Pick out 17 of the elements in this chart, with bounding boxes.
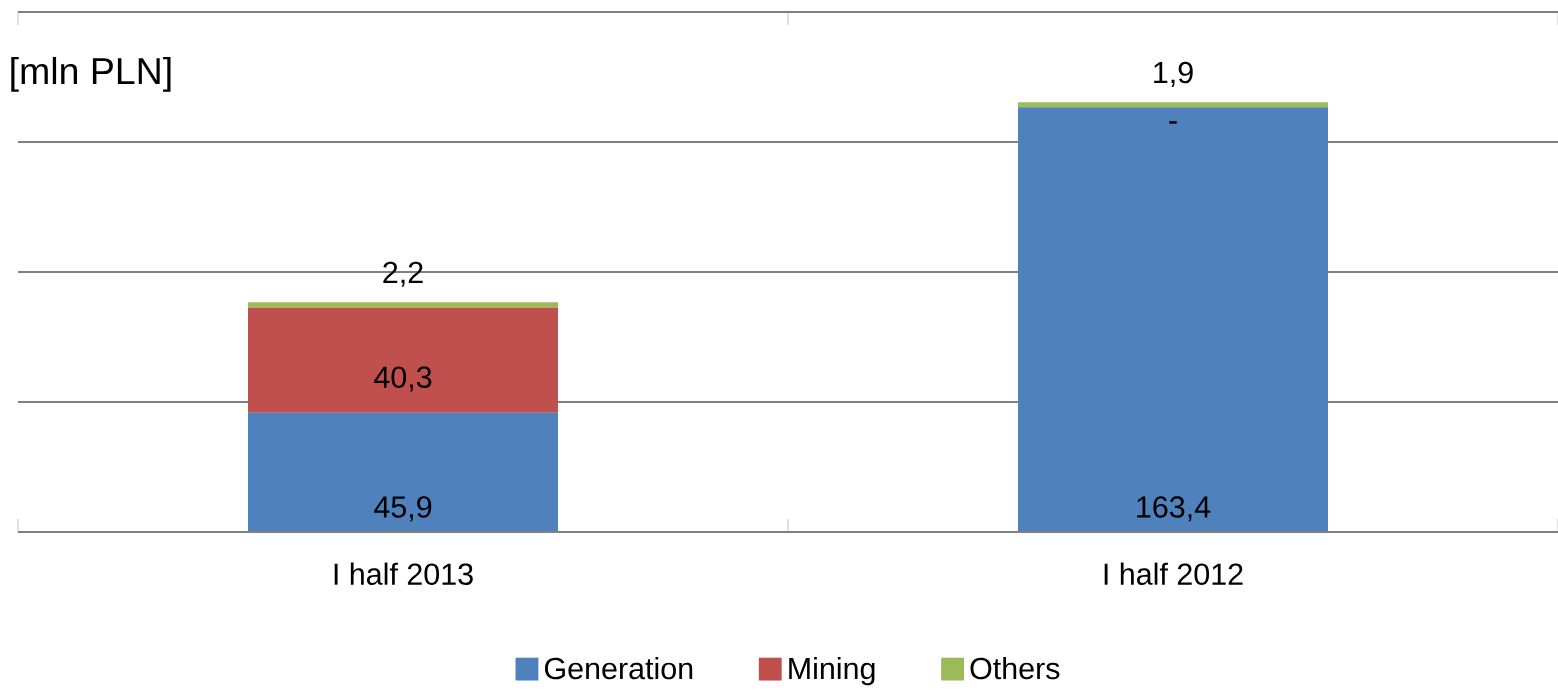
y-axis-title: [mln PLN] — [11, 56, 171, 92]
bar — [248, 412, 558, 532]
bar — [248, 307, 558, 413]
data-label: 40,3 — [374, 366, 432, 392]
x-tick-label: I half 2013 — [334, 562, 473, 585]
data-label: 45,9 — [374, 496, 432, 522]
legend-label: Others — [970, 656, 1060, 680]
bar — [1018, 107, 1328, 532]
data-label: 1,9 — [1154, 61, 1193, 87]
x-tick-label: I half 2012 — [1104, 562, 1243, 585]
legend-label: Generation — [545, 656, 693, 680]
data-label: 2,2 — [383, 261, 423, 287]
bar — [248, 302, 558, 308]
data-label: - — [1169, 121, 1177, 124]
legend-label: Mining — [789, 656, 875, 686]
data-label: 163,4 — [1137, 496, 1211, 522]
bar — [1018, 102, 1328, 108]
